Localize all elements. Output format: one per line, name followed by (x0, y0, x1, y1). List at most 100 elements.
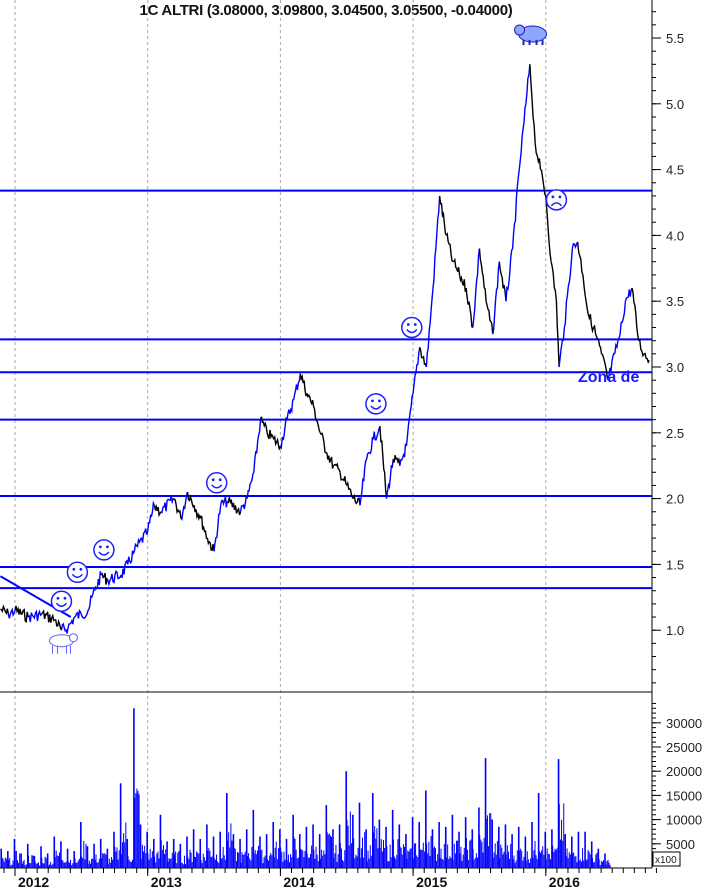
volume-bar (175, 851, 177, 868)
volume-bar (44, 856, 46, 868)
volume-bar (198, 853, 200, 868)
volume-bar (83, 840, 85, 868)
volume-bar (12, 860, 14, 868)
volume-bar (348, 845, 350, 868)
volume-bar (441, 858, 443, 868)
volume-bar (321, 849, 323, 868)
x-tick-label: 2014 (283, 874, 314, 890)
bear-head (514, 24, 526, 36)
volume-bar (192, 829, 195, 868)
volume-bar (397, 839, 399, 868)
volume-bar (127, 856, 129, 868)
volume-bar (161, 849, 163, 868)
volume-bar (41, 857, 43, 868)
volume-bar (400, 847, 402, 868)
chart-title: 1C ALTRI (3.08000, 3.09800, 3.04500, 3.0… (139, 2, 513, 19)
price-line-segment (563, 248, 574, 328)
price-line-segment (498, 261, 507, 302)
face-eye (63, 596, 67, 600)
volume-bar (157, 851, 159, 868)
price-line-segment (226, 497, 242, 516)
volume-bar (113, 831, 115, 868)
volume-bar (444, 826, 447, 868)
volume-bar (368, 858, 370, 868)
volume-bar (185, 864, 187, 868)
volume-bar (204, 860, 206, 868)
volume-bar (410, 848, 412, 868)
price-line-segment (127, 550, 136, 565)
volume-bar (373, 832, 375, 868)
volume-bar (573, 852, 575, 868)
volume-bar (310, 853, 312, 868)
volume-bar (427, 853, 429, 868)
volume-bar (590, 841, 593, 868)
volume-bar (210, 856, 212, 868)
x-tick-label: 2013 (151, 874, 182, 890)
volume-bar (57, 855, 59, 868)
volume-bar (242, 854, 244, 868)
volume-bar (104, 853, 106, 868)
y-tick-label: 3.5 (666, 294, 684, 309)
volume-bar (492, 857, 494, 868)
volume-bar (218, 862, 220, 868)
volume-bar (438, 822, 440, 868)
volume-bar (498, 826, 500, 868)
face-mouth (211, 484, 223, 489)
volume-bar (287, 854, 289, 868)
volume-bar (33, 855, 36, 868)
volume-bar (4, 857, 6, 868)
volume-bar (98, 858, 100, 868)
price-line-segment (133, 528, 149, 552)
volume-bar (384, 848, 386, 868)
volume-bar (409, 848, 411, 868)
volume-bar (325, 805, 328, 868)
volume-bar (19, 853, 21, 868)
volume-bar (29, 862, 31, 868)
price-line-segment (286, 399, 294, 420)
volume-bar (516, 850, 518, 868)
volume-bar (476, 857, 478, 868)
volume-bar (13, 838, 16, 868)
volume-bar (528, 863, 530, 868)
volume-bar (390, 857, 392, 868)
volume-bar (547, 853, 549, 868)
volume-bar (43, 863, 45, 868)
volume-bar (329, 835, 331, 868)
volume-bar (156, 853, 158, 868)
y-tick-label: 2.0 (666, 492, 684, 507)
volume-bar (73, 851, 75, 868)
face-eye (79, 567, 83, 571)
volume-bar (10, 865, 12, 868)
volume-bar (333, 858, 335, 868)
volume-bar (265, 834, 268, 868)
volume-bar (149, 848, 151, 868)
y-tick-label: 1.0 (666, 623, 684, 638)
volume-bar (183, 855, 185, 868)
volume-bar (495, 854, 497, 868)
volume-bar (535, 855, 537, 868)
price-line-segment (7, 607, 16, 619)
volume-bar (302, 850, 304, 868)
volume-bar (252, 809, 255, 868)
volume-bar (78, 858, 80, 868)
volume-bar (2, 858, 4, 868)
volume-bar (75, 862, 77, 868)
volume-bar (505, 854, 507, 868)
volume-bar (554, 848, 556, 868)
volume-bar (442, 859, 444, 868)
annotation-text: Zona de (578, 369, 639, 386)
price-line-segment (87, 588, 95, 611)
volume-bar (463, 847, 465, 868)
volume-bar (597, 848, 600, 868)
volume-bar (580, 861, 582, 868)
volume-bar (543, 854, 545, 868)
volume-bar (481, 841, 483, 868)
volume-bar (276, 859, 278, 868)
volume-bar (387, 861, 389, 868)
volume-bar (24, 865, 26, 868)
volume-bar (576, 862, 578, 868)
price-line-segment (326, 452, 335, 469)
volume-bar (202, 853, 204, 868)
volume-bar (297, 857, 299, 868)
price-line-segment (478, 248, 487, 302)
